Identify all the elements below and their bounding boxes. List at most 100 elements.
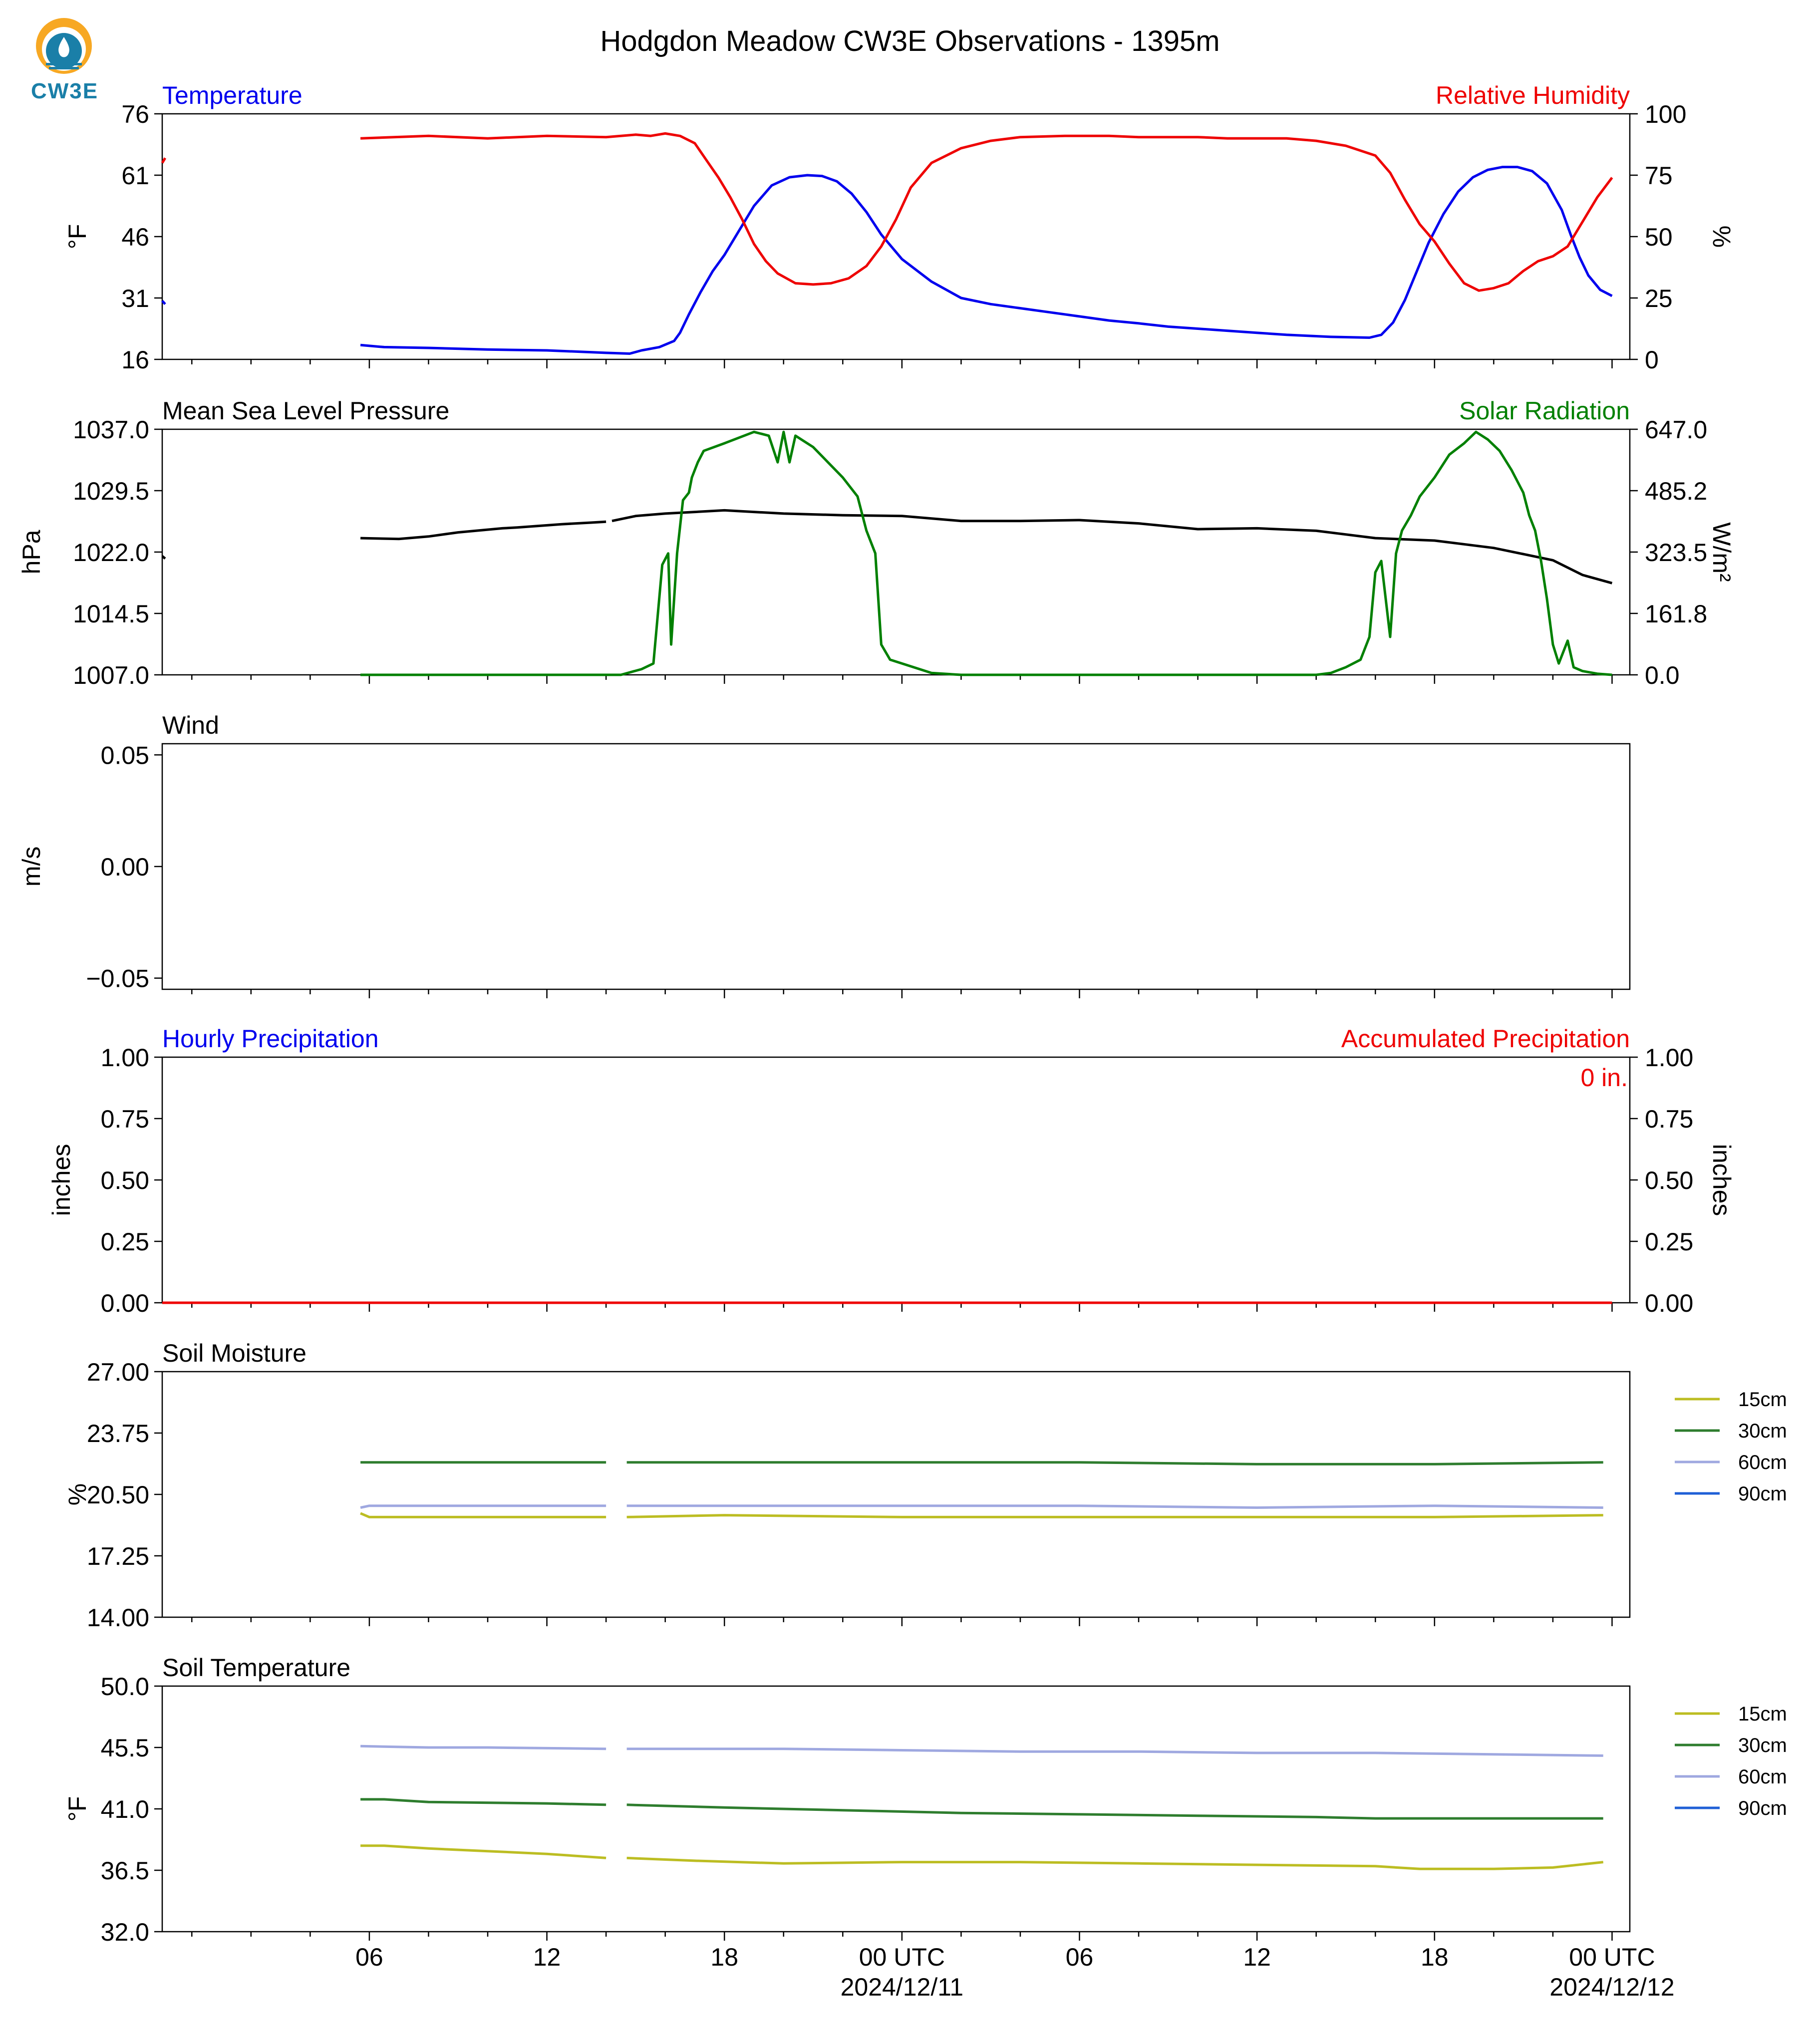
y2-tick-label: 161.8 xyxy=(1645,600,1707,628)
panel-title: Hourly Precipitation xyxy=(162,1025,379,1053)
y-tick-label: 0.25 xyxy=(101,1228,149,1256)
series-line-30cm xyxy=(626,1461,1603,1465)
y-tick-label: 0.50 xyxy=(101,1166,149,1194)
cw3e-logo-icon xyxy=(24,15,104,105)
y2-axis-label: W/m² xyxy=(1708,522,1736,581)
plot-frame xyxy=(161,113,1631,360)
y2-axis-label: % xyxy=(1708,226,1736,248)
panel-title: Temperature xyxy=(162,81,303,109)
y-tick-label: 76 xyxy=(121,100,149,128)
y-tick-label: 0.05 xyxy=(101,741,149,769)
legend-label: 30cm xyxy=(1738,1735,1787,1756)
y-axis-label: % xyxy=(63,1483,91,1505)
series-line-60cm xyxy=(360,1504,607,1509)
plot-frame xyxy=(161,1056,1631,1304)
y-tick-label: 31 xyxy=(121,285,149,312)
legend-label: 60cm xyxy=(1738,1451,1787,1473)
series-line-15cm xyxy=(360,1512,607,1518)
y-tick-label: 1022.0 xyxy=(73,539,149,567)
y-tick-label: 23.75 xyxy=(87,1420,149,1448)
panel-title-right: Solar Radiation xyxy=(1459,397,1630,425)
chart-panel-temp_rh: Temperature Relative Humidity 76 61 46 31 16 10… xyxy=(63,81,1736,374)
y2-tick-label: 0 xyxy=(1645,346,1659,374)
series-line-mean-sea-level-pressure xyxy=(611,509,1613,584)
y2-tick-label: 25 xyxy=(1645,285,1673,312)
y-tick-label: 32.0 xyxy=(101,1918,149,1946)
series-line-30cm xyxy=(360,1798,607,1806)
panel-title-right: Accumulated Precipitation xyxy=(1341,1025,1630,1053)
y-tick-label: 14.00 xyxy=(87,1604,149,1632)
y2-tick-label: 1.00 xyxy=(1645,1044,1693,1072)
y-axis-label: inches xyxy=(47,1144,75,1216)
y-axis-label: hPa xyxy=(17,530,45,574)
y2-tick-label: 0.50 xyxy=(1645,1166,1693,1194)
legend-label: 90cm xyxy=(1738,1797,1787,1819)
y2-tick-label: 323.5 xyxy=(1645,539,1707,567)
y2-tick-label: 647.0 xyxy=(1645,416,1707,444)
chart-panel-pressure_solar: Mean Sea Level Pressure Solar Radiation 10… xyxy=(17,397,1736,689)
y2-tick-label: 0.75 xyxy=(1645,1105,1693,1133)
y-tick-label: 1014.5 xyxy=(73,600,149,628)
panel-title: Soil Moisture xyxy=(162,1339,306,1367)
series-line-15cm xyxy=(626,1514,1603,1518)
y-tick-label: 0.00 xyxy=(101,1289,149,1317)
x-date-label: 2024/12/12 xyxy=(1549,1973,1674,2001)
y2-axis-label: inches xyxy=(1708,1144,1736,1216)
y-axis-label: °F xyxy=(63,1796,91,1822)
x-tick-label: 18 xyxy=(710,1943,738,1971)
y2-tick-label: 75 xyxy=(1645,162,1673,190)
series-line-15cm xyxy=(626,1856,1603,1870)
panel-title: Wind xyxy=(162,711,219,739)
series-line-solar-radiation xyxy=(360,430,1612,676)
series-line-relative-humidity xyxy=(360,132,1613,292)
x-tick-label: 12 xyxy=(533,1943,561,1971)
y2-tick-label: 100 xyxy=(1645,100,1686,128)
y-axis-label: m/s xyxy=(17,847,45,887)
y-tick-label: 36.5 xyxy=(101,1857,149,1885)
y-tick-label: 1.00 xyxy=(101,1044,149,1072)
y-tick-label: 1029.5 xyxy=(73,477,149,505)
y-tick-label: 45.5 xyxy=(101,1734,149,1762)
x-tick-label: 00 UTC xyxy=(859,1943,945,1971)
series-line-30cm xyxy=(626,1803,1603,1820)
plot-frame xyxy=(161,743,1631,990)
y-tick-label: 46 xyxy=(121,223,149,251)
chart-panel-soil_temperature: Soil Temperature 50.0 45.5 41.0 36.5 32.0 °F 15… xyxy=(63,1654,1787,1946)
y-tick-label: 20.50 xyxy=(87,1481,149,1509)
y-tick-label: 16 xyxy=(121,346,149,374)
panel-title: Soil Temperature xyxy=(162,1654,350,1682)
y-tick-label: 0.00 xyxy=(101,853,149,881)
y-axis-label: °F xyxy=(63,224,91,250)
series-line-15cm xyxy=(360,1844,607,1859)
y-tick-label: 17.25 xyxy=(87,1542,149,1570)
y-tick-label: −0.05 xyxy=(86,965,149,993)
series-line-mean-sea-level-pressure xyxy=(161,555,166,560)
plot-frame xyxy=(161,1685,1631,1933)
x-tick-label: 00 UTC xyxy=(1569,1943,1655,1971)
y-tick-label: 0.75 xyxy=(101,1105,149,1133)
legend-label: 15cm xyxy=(1738,1703,1787,1725)
y-tick-label: 1007.0 xyxy=(73,661,149,689)
y2-tick-label: 50 xyxy=(1645,223,1673,251)
series-line-temperature xyxy=(161,300,166,305)
series-line-60cm xyxy=(626,1747,1603,1757)
y2-tick-label: 0.25 xyxy=(1645,1228,1693,1256)
plot-frame xyxy=(161,428,1631,676)
y-tick-label: 41.0 xyxy=(101,1795,149,1823)
legend-label: 30cm xyxy=(1738,1420,1787,1442)
x-date-label: 2024/12/11 xyxy=(841,1973,964,2001)
series-line-temperature xyxy=(360,166,1613,355)
accumulated-total: 0 in. xyxy=(1580,1064,1628,1092)
x-tick-label: 18 xyxy=(1421,1943,1449,1971)
y2-tick-label: 485.2 xyxy=(1645,477,1707,505)
logo-text: CW3E xyxy=(31,79,99,103)
legend-label: 15cm xyxy=(1738,1389,1787,1411)
chart-panel-soil_moisture: Soil Moisture 27.00 23.75 20.50 17.25 14.00% 1… xyxy=(63,1339,1787,1632)
y-tick-label: 27.00 xyxy=(87,1358,149,1386)
legend-label: 90cm xyxy=(1738,1483,1787,1505)
chart-panel-precip: Hourly Precipitation Accumulated Precipit… xyxy=(47,1025,1736,1317)
x-tick-label: 06 xyxy=(1066,1943,1094,1971)
series-line-60cm xyxy=(626,1504,1603,1509)
y-tick-label: 61 xyxy=(121,162,149,190)
